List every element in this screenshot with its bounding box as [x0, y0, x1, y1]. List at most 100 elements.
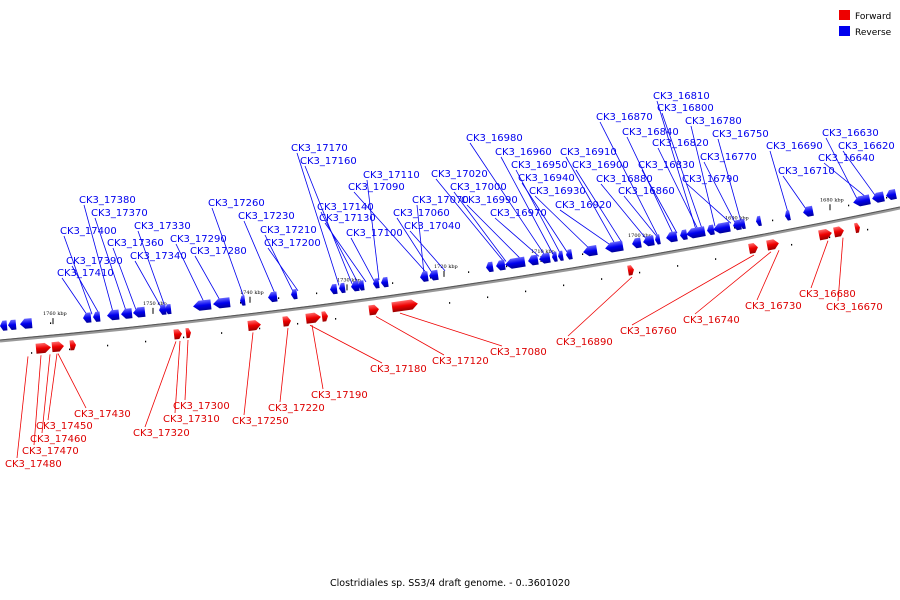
reverse-gene-label[interactable]: CK3_17060 [393, 208, 450, 219]
forward-gene-label[interactable]: CK3_17080 [490, 347, 547, 358]
forward-gene-label[interactable]: CK3_17320 [133, 428, 190, 439]
forward-gene-label[interactable]: CK3_16890 [556, 337, 613, 348]
forward-gene-label[interactable]: CK3_17430 [74, 409, 131, 420]
reverse-gene-label[interactable]: CK3_17410 [57, 268, 114, 279]
forward-gene-arrow [291, 288, 298, 300]
reverse-gene-label[interactable]: CK3_17020 [431, 169, 488, 180]
reverse-gene-leader [353, 191, 428, 274]
reverse-gene-leader [600, 183, 647, 239]
reverse-gene-leader [623, 195, 658, 237]
reverse-gene-leader [211, 207, 245, 298]
tick-dot [430, 276, 432, 279]
forward-gene-label[interactable]: CK3_17120 [432, 356, 489, 367]
forward-gene-label[interactable]: CK3_17450 [36, 421, 93, 432]
reverse-gene-label[interactable]: CK3_16780 [685, 116, 742, 127]
tick-dot [886, 196, 888, 199]
forward-gene-label[interactable]: CK3_17460 [30, 434, 87, 445]
reverse-gene-label[interactable]: CK3_16690 [766, 141, 823, 152]
reverse-gene-label[interactable]: CK3_16870 [596, 112, 653, 123]
forward-gene-label[interactable]: CK3_17480 [5, 459, 62, 470]
reverse-gene-label[interactable]: CK3_17000 [450, 182, 507, 193]
reverse-gene-label[interactable]: CK3_16910 [560, 147, 617, 158]
reverse-gene-label[interactable]: CK3_16810 [653, 91, 710, 102]
reverse-gene-label[interactable]: CK3_16640 [818, 153, 875, 164]
reverse-gene-label[interactable]: CK3_16800 [657, 103, 714, 114]
reverse-gene-label[interactable]: CK3_17200 [264, 238, 321, 249]
forward-gene-label[interactable]: CK3_17310 [163, 414, 220, 425]
reverse-gene-label[interactable]: CK3_16710 [778, 166, 835, 177]
forward-gene-label[interactable]: CK3_16740 [683, 315, 740, 326]
reverse-gene-label[interactable]: CK3_17380 [79, 195, 136, 206]
forward-gene-arrow [305, 312, 321, 324]
reverse-gene-label[interactable]: CK3_17040 [404, 221, 461, 232]
reverse-gene-label[interactable]: CK3_17330 [134, 221, 191, 232]
reverse-gene-label[interactable]: CK3_17100 [346, 228, 403, 239]
forward-gene-arrow [373, 278, 380, 289]
forward-gene-label[interactable]: CK3_16730 [745, 301, 802, 312]
reverse-gene-label[interactable]: CK3_16750 [712, 129, 769, 140]
forward-gene-leader [174, 340, 181, 414]
scale-tick-label: 1680 kbp [820, 197, 844, 203]
reverse-gene-label[interactable]: CK3_16920 [555, 200, 612, 211]
reverse-gene-label[interactable]: CK3_17400 [60, 226, 117, 237]
reverse-gene-label[interactable]: CK3_16900 [572, 160, 629, 171]
reverse-gene-label[interactable]: CK3_16860 [618, 186, 675, 197]
reverse-gene-label[interactable]: CK3_17340 [130, 251, 187, 262]
reverse-gene-leader [134, 260, 162, 308]
forward-gene-arrow [282, 316, 291, 327]
reverse-gene-label[interactable]: CK3_17170 [291, 143, 348, 154]
reverse-gene-leader [435, 178, 505, 263]
tick-dot [221, 332, 223, 334]
reverse-gene-label[interactable]: CK3_17370 [91, 208, 148, 219]
forward-gene-label[interactable]: CK3_16760 [620, 326, 677, 337]
reverse-gene-label[interactable]: CK3_16940 [518, 173, 575, 184]
forward-gene-label[interactable]: CK3_16670 [826, 302, 883, 313]
reverse-gene-label[interactable]: CK3_17130 [319, 213, 376, 224]
forward-gene-arrow [51, 341, 64, 353]
reverse-gene-leader [626, 136, 674, 235]
reverse-gene-label[interactable]: CK3_16990 [461, 195, 518, 206]
forward-gene-arrow [107, 309, 120, 321]
reverse-gene-label[interactable]: CK3_17140 [317, 202, 374, 213]
forward-gene-arrow [185, 327, 191, 339]
reverse-gene-label[interactable]: CK3_16620 [838, 141, 895, 152]
reverse-gene-label[interactable]: CK3_16950 [511, 160, 568, 171]
reverse-gene-label[interactable]: CK3_16840 [622, 127, 679, 138]
reverse-gene-label[interactable]: CK3_16830 [638, 160, 695, 171]
legend-swatch-reverse [839, 26, 850, 36]
reverse-gene-label[interactable]: CK3_17280 [190, 246, 247, 257]
reverse-gene-leader [296, 152, 340, 286]
reverse-gene-label[interactable]: CK3_17260 [208, 198, 265, 209]
reverse-gene-label[interactable]: CK3_16630 [822, 128, 879, 139]
forward-gene-leader [837, 237, 844, 302]
reverse-gene-label[interactable]: CK3_17230 [238, 211, 295, 222]
reverse-gene-label[interactable]: CK3_17360 [107, 238, 164, 249]
reverse-gene-label[interactable]: CK3_16970 [490, 208, 547, 219]
reverse-gene-label[interactable]: CK3_17290 [170, 234, 227, 245]
reverse-gene-leader [112, 247, 137, 310]
forward-gene-label[interactable]: CK3_16680 [799, 289, 856, 300]
reverse-gene-label[interactable]: CK3_16980 [466, 133, 523, 144]
forward-gene-label[interactable]: CK3_17180 [370, 364, 427, 375]
forward-gene-label[interactable]: CK3_17220 [268, 403, 325, 414]
reverse-gene-label[interactable]: CK3_17090 [348, 182, 405, 193]
reverse-gene-label[interactable]: CK3_16880 [596, 174, 653, 185]
reverse-gene-label[interactable]: CK3_16820 [652, 138, 709, 149]
reverse-gene-label[interactable]: CK3_16790 [682, 174, 739, 185]
reverse-gene-label[interactable]: CK3_17070 [412, 195, 469, 206]
reverse-gene-label[interactable]: CK3_16930 [529, 186, 586, 197]
forward-gene-label[interactable]: CK3_17300 [173, 401, 230, 412]
forward-gene-label[interactable]: CK3_17470 [22, 446, 79, 457]
reverse-gene-label[interactable]: CK3_17210 [260, 225, 317, 236]
reverse-gene-label[interactable]: CK3_16960 [495, 147, 552, 158]
forward-gene-label[interactable]: CK3_17190 [311, 390, 368, 401]
reverse-gene-label[interactable]: CK3_17390 [66, 256, 123, 267]
reverse-gene-label[interactable]: CK3_17160 [300, 156, 357, 167]
reverse-gene-leader [661, 112, 703, 229]
forward-gene-leader [144, 341, 177, 428]
forward-gene-arrow [713, 221, 731, 234]
forward-gene-label[interactable]: CK3_17250 [232, 416, 289, 427]
legend-swatch-forward [839, 10, 850, 20]
reverse-gene-label[interactable]: CK3_16770 [700, 152, 757, 163]
reverse-gene-label[interactable]: CK3_17110 [363, 170, 420, 181]
